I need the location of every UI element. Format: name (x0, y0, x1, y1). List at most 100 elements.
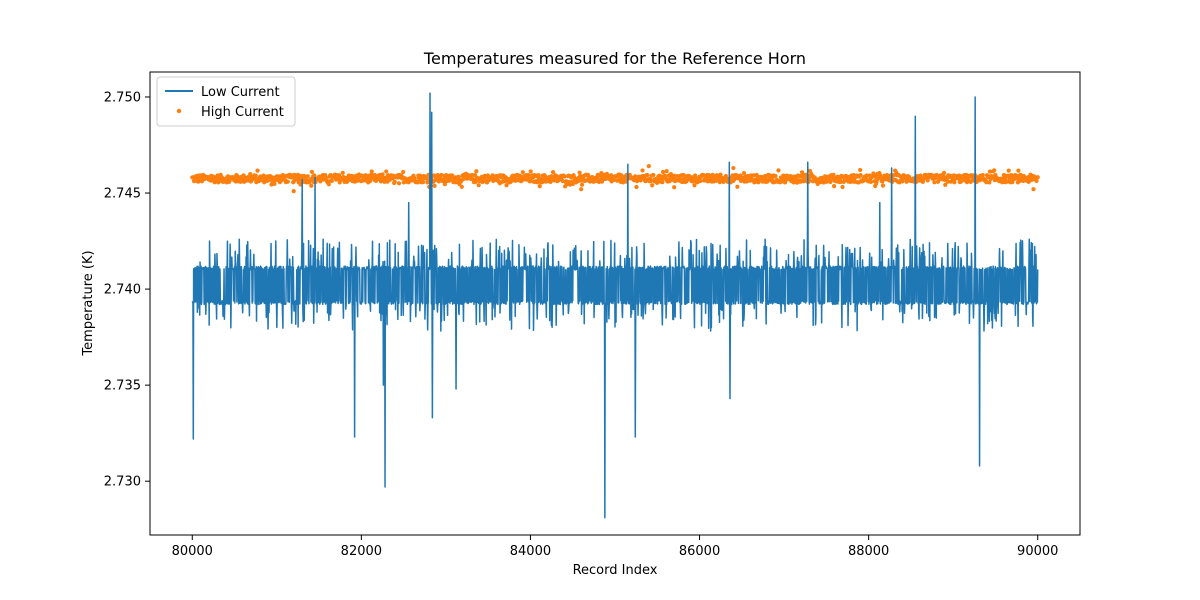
point-high-current (191, 179, 197, 184)
point-high-current (987, 169, 993, 174)
point-high-current (384, 169, 389, 174)
point-high-current (634, 184, 639, 190)
point-high-current (550, 170, 556, 175)
point-high-current (392, 179, 397, 184)
x-tick-label: 90000 (1017, 544, 1058, 559)
point-high-current (941, 170, 947, 175)
series-layer (190, 92, 1040, 519)
x-axis-label: Record Index (573, 563, 658, 578)
point-high-current-outlier (1031, 187, 1036, 192)
point-high-current (831, 183, 837, 189)
point-high-current (952, 180, 957, 185)
y-tick-label: 2.735 (104, 379, 141, 394)
point-high-current (537, 184, 542, 189)
chart-title: Temperatures measured for the Reference … (423, 49, 806, 68)
y-tick-label: 2.750 (104, 90, 141, 105)
series-low-current (191, 92, 1039, 519)
point-high-current (504, 183, 509, 188)
x-tick-label: 82000 (341, 544, 382, 559)
series-high-current (190, 164, 1040, 194)
x-tick-label: 80000 (172, 544, 213, 559)
legend-box (156, 76, 296, 127)
point-high-current (718, 172, 723, 177)
point-high-current (469, 172, 475, 178)
point-high-current (783, 180, 788, 185)
point-high-current (664, 169, 669, 174)
point-high-current (945, 179, 950, 184)
point-high-current (473, 173, 478, 178)
point-high-current (760, 179, 765, 184)
point-high-current-outlier (672, 185, 677, 190)
point-high-current (619, 173, 624, 178)
point-high-current-outlier (858, 167, 863, 173)
point-high-current (1035, 175, 1040, 180)
point-high-current (992, 168, 997, 173)
point-high-current (828, 179, 833, 185)
point-high-current (660, 180, 665, 185)
point-high-current-outlier (579, 187, 584, 192)
point-high-current (369, 169, 374, 174)
x-tick-label: 88000 (848, 544, 889, 559)
point-high-current (1006, 168, 1011, 173)
point-high-current (968, 179, 973, 184)
y-tick-label: 2.730 (104, 475, 141, 490)
point-high-current (880, 179, 885, 184)
point-high-current (312, 173, 317, 178)
point-high-current (868, 179, 874, 184)
point-high-current (562, 174, 567, 179)
point-high-current-outlier (731, 165, 736, 171)
point-high-current (329, 178, 334, 183)
point-high-current (840, 184, 845, 190)
point-high-current (984, 180, 989, 185)
point-high-current (337, 173, 342, 178)
point-high-current (326, 182, 331, 187)
point-high-current (528, 169, 533, 174)
point-high-current (305, 174, 310, 179)
point-high-current (650, 183, 655, 188)
point-high-current (396, 181, 402, 186)
point-high-current (442, 182, 447, 187)
point-high-current-outlier (291, 189, 296, 194)
point-high-current (776, 168, 781, 173)
point-high-current (1034, 178, 1039, 183)
point-high-current (432, 183, 437, 188)
point-high-current (476, 183, 481, 188)
x-tick-label: 86000 (679, 544, 720, 559)
x-axis: 80000 82000 84000 86000 88000 90000 (172, 535, 1058, 559)
legend-marker-high-current (176, 108, 182, 114)
point-high-current (640, 168, 645, 173)
point-high-current (633, 174, 638, 180)
point-high-current (838, 179, 843, 185)
point-high-current (459, 184, 464, 189)
point-high-current (255, 168, 260, 173)
point-high-current (309, 183, 314, 188)
y-tick-label: 2.740 (104, 283, 141, 298)
point-high-current (880, 183, 886, 188)
legend: Low Current High Current (156, 76, 296, 127)
point-high-current (253, 173, 258, 178)
point-high-current (692, 183, 697, 188)
point-high-current (932, 180, 937, 185)
point-high-current (520, 170, 525, 175)
point-high-current (735, 184, 740, 189)
point-high-current (272, 181, 277, 187)
point-high-current (741, 171, 747, 176)
point-high-current (773, 173, 778, 179)
point-high-current (248, 171, 253, 177)
point-high-current (858, 173, 863, 178)
point-high-current (526, 172, 531, 178)
y-tick-label: 2.745 (104, 187, 141, 202)
point-high-current (660, 169, 666, 175)
point-high-current (340, 170, 345, 175)
x-tick-label: 84000 (510, 544, 551, 559)
point-high-current (380, 172, 385, 177)
y-axis-label: Temperature (K) (81, 250, 96, 356)
point-high-current (421, 179, 426, 185)
point-high-current (401, 169, 406, 175)
point-high-current (577, 170, 582, 175)
point-high-current (904, 179, 909, 184)
plot-frame (149, 71, 1081, 536)
point-high-current (651, 172, 656, 178)
